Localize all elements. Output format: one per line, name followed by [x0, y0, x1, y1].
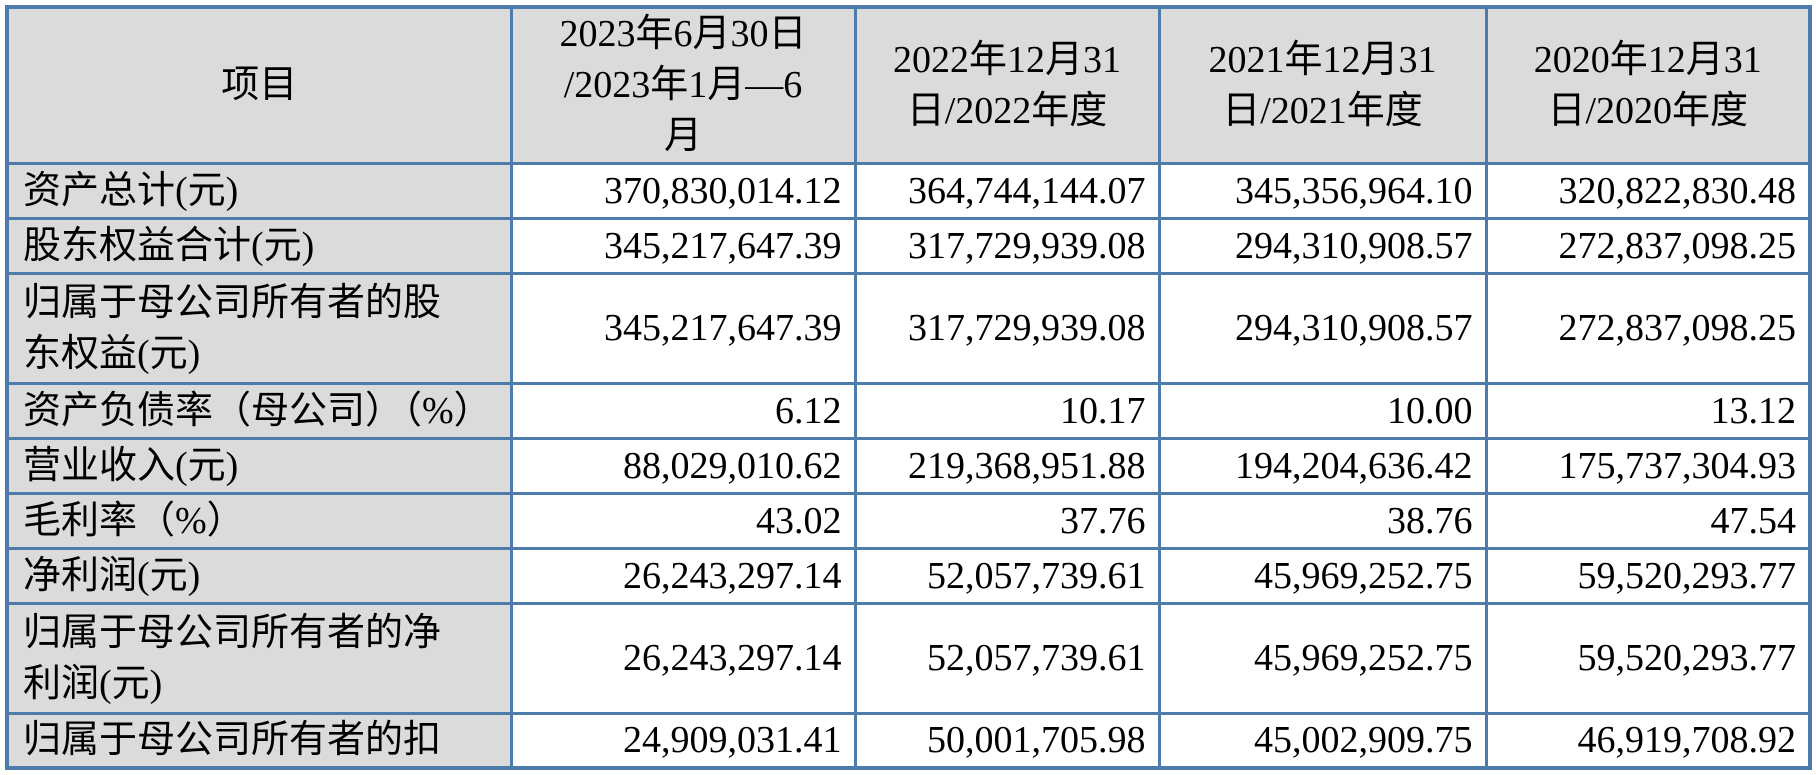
header-row: 项目 2023年6月30日 /2023年1月—6 月 2022年12月31 日/…	[5, 5, 1812, 165]
cell-value: 59,520,293.77	[1484, 602, 1812, 715]
cell-value: 52,057,739.61	[853, 602, 1161, 715]
cell-value: 88,029,010.62	[509, 437, 857, 495]
cell-value: 38.76	[1157, 492, 1488, 550]
cell-value: 47.54	[1484, 492, 1812, 550]
cell-value: 59,520,293.77	[1484, 547, 1812, 605]
cell-value: 317,729,939.08	[853, 272, 1161, 385]
cell-value: 45,969,252.75	[1157, 602, 1488, 715]
cell-value: 272,837,098.25	[1484, 217, 1812, 275]
cell-value: 345,356,964.10	[1157, 162, 1488, 220]
cell-value: 294,310,908.57	[1157, 272, 1488, 385]
header-period-2022: 2022年12月31 日/2022年度	[853, 5, 1161, 165]
row-label: 净利润(元)	[5, 547, 513, 605]
cell-value: 50,001,705.98	[853, 712, 1161, 770]
row-label: 毛利率（%）	[5, 492, 513, 550]
cell-value: 45,969,252.75	[1157, 547, 1488, 605]
cell-value: 24,909,031.41	[509, 712, 857, 770]
header-item: 项目	[5, 5, 513, 165]
row-label: 归属于母公司所有者的扣	[5, 712, 513, 770]
cell-value: 320,822,830.48	[1484, 162, 1812, 220]
header-period-2020: 2020年12月31 日/2020年度	[1484, 5, 1812, 165]
cell-value: 345,217,647.39	[509, 217, 857, 275]
table-row-deducted-net-profit-truncated: 归属于母公司所有者的扣 24,909,031.41 50,001,705.98 …	[5, 712, 1812, 770]
cell-value: 45,002,909.75	[1157, 712, 1488, 770]
cell-value: 175,737,304.93	[1484, 437, 1812, 495]
cell-value: 6.12	[509, 382, 857, 440]
cell-value: 317,729,939.08	[853, 217, 1161, 275]
cell-value: 43.02	[509, 492, 857, 550]
row-label: 股东权益合计(元)	[5, 217, 513, 275]
cell-value: 10.17	[853, 382, 1161, 440]
cell-value: 37.76	[853, 492, 1161, 550]
table-row-revenue: 营业收入(元) 88,029,010.62 219,368,951.88 194…	[5, 437, 1812, 495]
table-row-net-profit-parent: 归属于母公司所有者的净 利润(元) 26,243,297.14 52,057,7…	[5, 602, 1812, 715]
cell-value: 194,204,636.42	[1157, 437, 1488, 495]
table-row-net-profit: 净利润(元) 26,243,297.14 52,057,739.61 45,96…	[5, 547, 1812, 605]
header-period-2021: 2021年12月31 日/2021年度	[1157, 5, 1488, 165]
financial-summary-table: 项目 2023年6月30日 /2023年1月—6 月 2022年12月31 日/…	[5, 5, 1812, 770]
cell-value: 52,057,739.61	[853, 547, 1161, 605]
table-row-debt-ratio: 资产负债率（母公司）（%） 6.12 10.17 10.00 13.12	[5, 382, 1812, 440]
table-header: 项目 2023年6月30日 /2023年1月—6 月 2022年12月31 日/…	[5, 5, 1812, 165]
cell-value: 10.00	[1157, 382, 1488, 440]
table-row-total-equity: 股东权益合计(元) 345,217,647.39 317,729,939.08 …	[5, 217, 1812, 275]
row-label: 归属于母公司所有者的股 东权益(元)	[5, 272, 513, 385]
table-row-total-assets: 资产总计(元) 370,830,014.12 364,744,144.07 34…	[5, 162, 1812, 220]
row-label: 营业收入(元)	[5, 437, 513, 495]
cell-value: 26,243,297.14	[509, 547, 857, 605]
cell-value: 364,744,144.07	[853, 162, 1161, 220]
table-body: 资产总计(元) 370,830,014.12 364,744,144.07 34…	[5, 162, 1812, 770]
row-label: 资产负债率（母公司）（%）	[5, 382, 513, 440]
row-label: 归属于母公司所有者的净 利润(元)	[5, 602, 513, 715]
cell-value: 294,310,908.57	[1157, 217, 1488, 275]
row-label: 资产总计(元)	[5, 162, 513, 220]
table-row-equity-parent: 归属于母公司所有者的股 东权益(元) 345,217,647.39 317,72…	[5, 272, 1812, 385]
cell-value: 272,837,098.25	[1484, 272, 1812, 385]
cell-value: 345,217,647.39	[509, 272, 857, 385]
cell-value: 219,368,951.88	[853, 437, 1161, 495]
table-row-gross-margin: 毛利率（%） 43.02 37.76 38.76 47.54	[5, 492, 1812, 550]
cell-value: 370,830,014.12	[509, 162, 857, 220]
cell-value: 13.12	[1484, 382, 1812, 440]
header-period-2023h1: 2023年6月30日 /2023年1月—6 月	[509, 5, 857, 165]
cell-value: 26,243,297.14	[509, 602, 857, 715]
cell-value: 46,919,708.92	[1484, 712, 1812, 770]
